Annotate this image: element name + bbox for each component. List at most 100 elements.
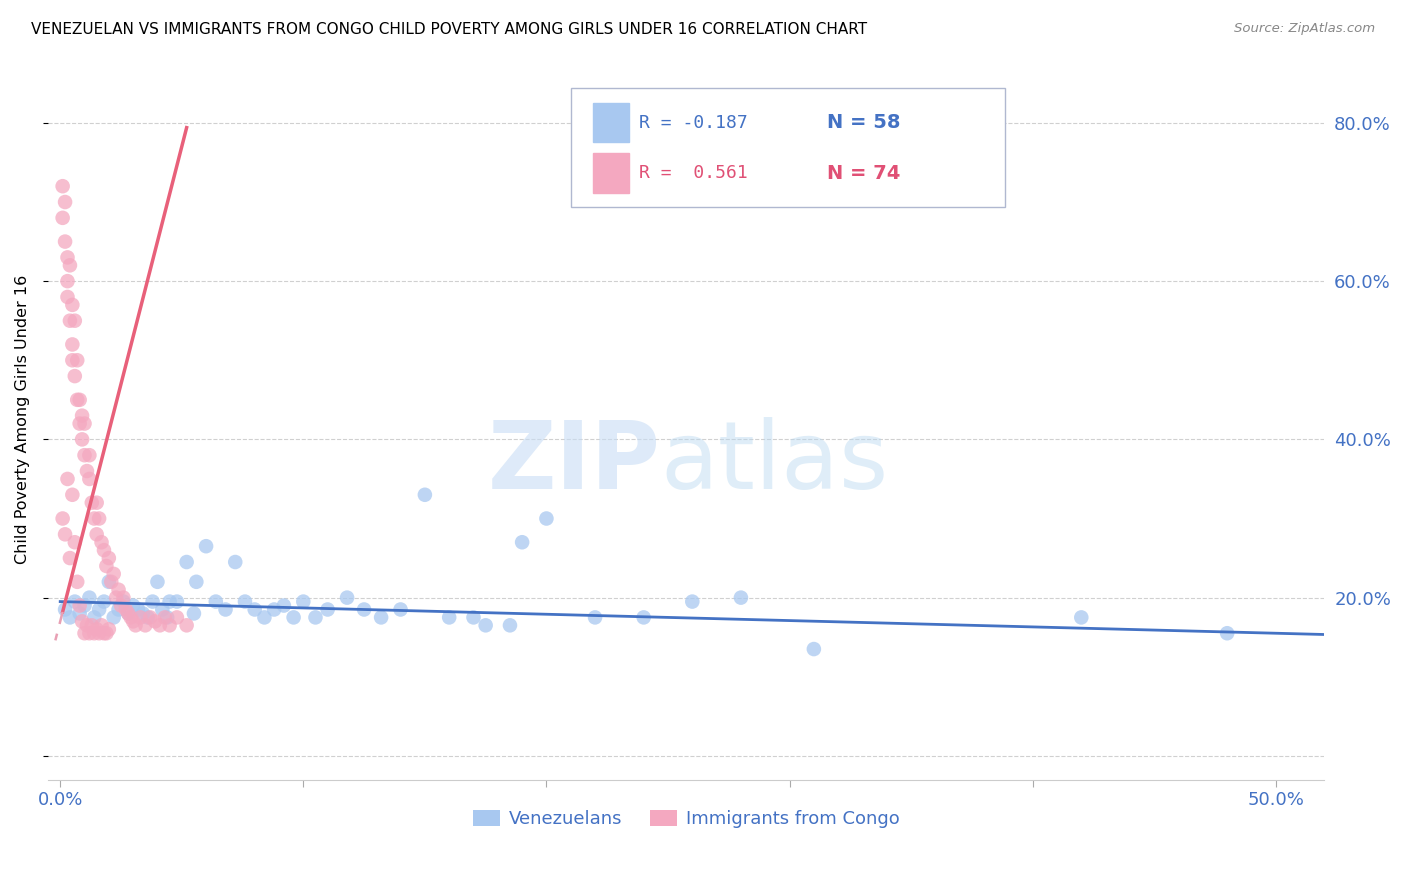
Point [139,610,162,624]
Point [283,610,305,624]
Point [243,602,266,616]
Point [70,615,93,629]
Point [176,618,198,632]
Point [413,488,436,502]
Point [87,626,110,640]
Point [463,610,485,624]
Point [233,594,256,608]
Point [86,496,108,510]
Point [273,599,295,613]
Text: Source: ZipAtlas.com: Source: ZipAtlas.com [1234,22,1375,36]
Point [93,594,115,608]
Point [183,607,205,621]
Point [803,642,825,657]
Point [134,618,156,632]
Point [112,591,135,605]
Point [76,464,98,478]
Point [69,599,91,613]
Point [70,409,93,423]
Point [73,448,96,462]
Point [370,610,392,624]
Point [93,626,115,640]
Point [132,607,155,621]
Point [633,610,655,624]
Point [124,618,146,632]
Point [195,539,218,553]
Point [86,622,108,636]
Point [53,527,76,541]
Point [127,602,149,616]
Point [353,602,375,616]
Point [110,599,132,613]
Point [100,574,122,589]
Point [90,535,112,549]
Point [105,591,128,605]
Point [389,602,412,616]
Point [583,610,606,624]
Point [52,179,75,194]
Point [73,599,96,613]
Point [120,610,142,624]
Point [79,472,101,486]
Point [73,626,96,640]
Point [83,610,105,624]
Point [136,610,159,624]
Point [166,610,188,624]
Point [1070,610,1092,624]
Point [1216,626,1239,640]
FancyBboxPatch shape [593,153,628,193]
Point [56,472,79,486]
Point [90,618,112,632]
Point [204,594,226,608]
Point [117,607,139,621]
Point [63,535,86,549]
Point [159,594,181,608]
Point [83,626,105,640]
Point [59,551,82,566]
Point [316,602,339,616]
Point [52,511,75,525]
FancyBboxPatch shape [571,88,1005,207]
Point [69,607,91,621]
Point [83,511,105,525]
Point [97,574,120,589]
Point [176,555,198,569]
Point [437,610,460,624]
Point [146,574,169,589]
Point [97,622,120,636]
Point [149,618,172,632]
Point [63,369,86,384]
Point [87,602,110,616]
Point [253,610,276,624]
Point [79,448,101,462]
Point [115,602,138,616]
Point [263,602,285,616]
Point [159,618,181,632]
Point [142,594,165,608]
Point [112,594,135,608]
Point [96,559,118,574]
Point [73,417,96,431]
Point [63,314,86,328]
Text: ZIP: ZIP [488,417,661,508]
Point [681,594,703,608]
Text: atlas: atlas [661,417,889,508]
Point [103,610,125,624]
Point [510,535,533,549]
Point [336,591,359,605]
Point [536,511,558,525]
Point [150,602,173,616]
Text: R = -0.187: R = -0.187 [638,113,748,132]
Point [56,290,79,304]
Point [153,610,176,624]
Text: N = 74: N = 74 [827,163,900,183]
Point [107,602,129,616]
Point [59,610,82,624]
Point [122,599,145,613]
Point [59,258,82,272]
Point [76,618,98,632]
Point [214,602,236,616]
Point [292,594,315,608]
Point [69,417,91,431]
Point [474,618,496,632]
